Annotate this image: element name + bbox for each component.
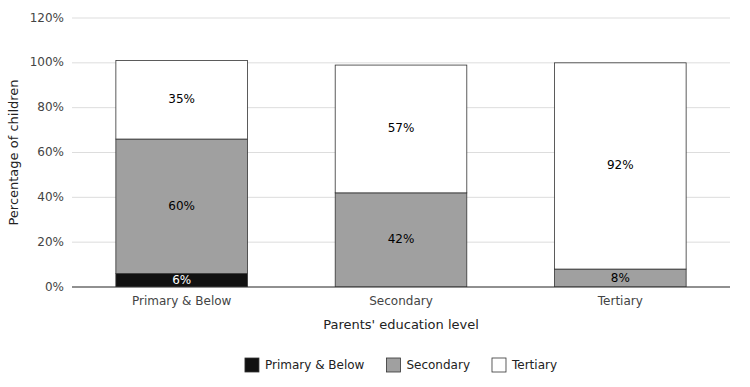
grid-line — [72, 18, 730, 19]
chart: 0% 20% 40% 60% 80% 100% 120% 6% 60% 42% 8% 35% 57% 92… — [0, 0, 750, 387]
bar-segment — [555, 63, 687, 269]
data-labels: 6% 60% 42% 8% 35% 57% 92% — [168, 92, 633, 286]
y-tick-label: 40% — [37, 190, 64, 204]
legend-label: Tertiary — [511, 358, 557, 372]
data-label: 35% — [168, 92, 195, 106]
bar-segment — [555, 269, 687, 287]
y-tick-label: 20% — [37, 235, 64, 249]
bars — [116, 61, 686, 287]
data-label: 57% — [388, 121, 415, 135]
x-tick-label: Primary & Below — [132, 294, 232, 308]
legend-swatch — [492, 358, 506, 372]
data-label: 8% — [611, 271, 630, 285]
legend: Primary & Below Secondary Tertiary — [245, 358, 557, 373]
data-label: 60% — [168, 199, 195, 213]
legend-item: Primary & Below — [245, 358, 365, 373]
legend-swatch — [386, 358, 400, 372]
y-axis-label: Percentage of children — [6, 79, 21, 225]
bar-segment — [116, 274, 248, 287]
bar-segment — [335, 193, 467, 287]
x-tick-label: Tertiary — [597, 294, 643, 308]
legend-item: Tertiary — [492, 358, 557, 373]
data-label: 42% — [388, 232, 415, 246]
grid-line — [72, 287, 730, 288]
data-label: 6% — [172, 273, 191, 287]
y-tick-label: 100% — [30, 55, 64, 69]
y-tick-label: 80% — [37, 100, 64, 114]
bar-segment — [335, 65, 467, 193]
x-axis-label: Parents' education level — [323, 317, 479, 332]
x-tick-label: Secondary — [369, 294, 433, 308]
legend-label: Secondary — [406, 358, 470, 372]
grid — [72, 18, 730, 287]
y-tick-label: 0% — [45, 280, 64, 294]
x-axis-line — [72, 287, 730, 288]
bar-segment — [116, 139, 248, 273]
legend-label: Primary & Below — [265, 358, 365, 372]
bar-segment — [116, 61, 248, 139]
y-tick-label: 120% — [30, 11, 64, 25]
legend-item: Secondary — [386, 358, 470, 373]
legend-swatch — [245, 358, 259, 372]
data-label: 92% — [607, 158, 634, 172]
y-tick-label: 60% — [37, 145, 64, 159]
